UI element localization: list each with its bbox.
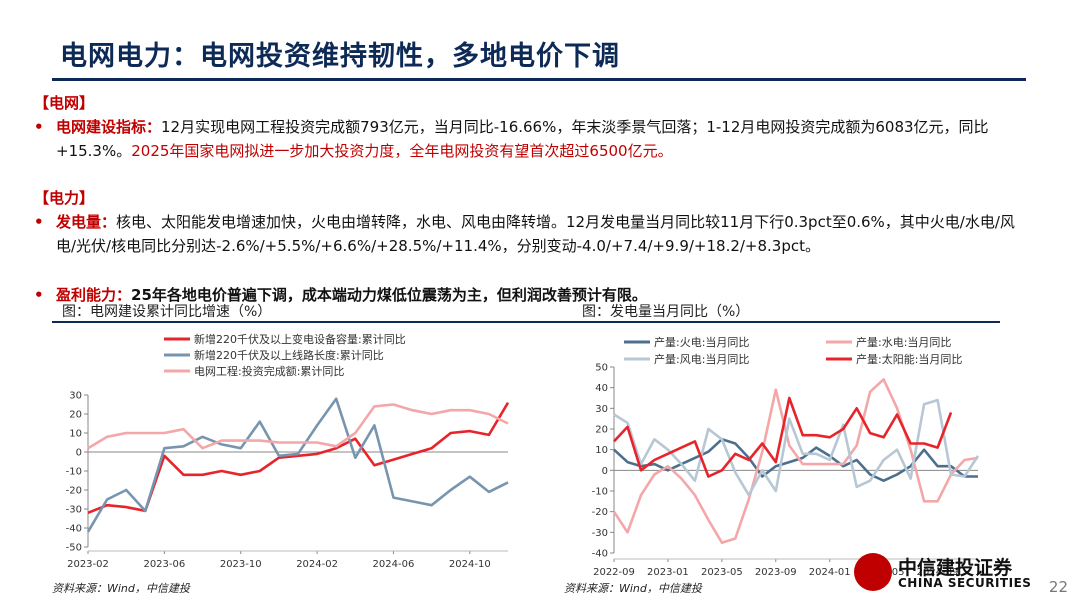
legend-label: 产量:太阳能:当月同比 bbox=[856, 352, 962, 366]
legend-label: 电网工程:投资完成额:累计同比 bbox=[194, 364, 344, 378]
x-tick-label: 2024-09 bbox=[917, 567, 959, 578]
right-source-note: 资料来源：Wind，中信建投 bbox=[564, 582, 702, 595]
logo-english: CHINA SECURITIES bbox=[898, 576, 1032, 590]
bullet-generation: • 发电量：核电、太阳能发电增速加快，火电由增转降，水电、风电由降转增。12月发… bbox=[34, 210, 1034, 258]
y-tick-label: 20 bbox=[69, 410, 82, 421]
legend-label: 产量:火电:当月同比 bbox=[654, 335, 749, 349]
logo-mark-icon bbox=[854, 553, 892, 591]
section-grid-header: 【电网】 bbox=[34, 94, 95, 112]
y-tick-label: -20 bbox=[592, 507, 608, 518]
legend-label: 产量:水电:当月同比 bbox=[856, 335, 951, 349]
x-tick-label: 2022-09 bbox=[593, 567, 635, 578]
bullet-grid-investment: • 电网建设指标：12月实现电网工程投资完成额793亿元，当月同比-16.66%… bbox=[34, 115, 1034, 163]
legend-label: 新增220千伏及以上变电设备容量:累计同比 bbox=[194, 332, 406, 346]
y-tick-label: -30 bbox=[592, 528, 608, 539]
page-number: 22 bbox=[1048, 578, 1068, 596]
y-tick-label: 50 bbox=[595, 363, 608, 374]
x-tick-label: 2023-06 bbox=[143, 559, 185, 570]
y-tick-label: 20 bbox=[595, 425, 608, 436]
y-tick-label: -40 bbox=[66, 524, 82, 535]
x-tick-label: 2023-09 bbox=[755, 567, 797, 578]
series-line-1 bbox=[87, 401, 510, 515]
legend-label: 产量:风电:当月同比 bbox=[654, 352, 749, 366]
y-tick-label: 30 bbox=[69, 391, 82, 402]
left-source-note: 资料来源：Wind，中信建投 bbox=[52, 582, 190, 595]
x-tick-label: 2024-02 bbox=[296, 559, 338, 570]
y-tick-label: -10 bbox=[66, 467, 82, 478]
series-line-3 bbox=[613, 398, 980, 497]
bullet-dot: • bbox=[34, 286, 44, 304]
y-tick-label: -30 bbox=[66, 505, 82, 516]
bullet-key: 发电量： bbox=[56, 213, 117, 231]
bullet-dot: • bbox=[34, 118, 44, 136]
bullet-key: 盈利能力： bbox=[56, 286, 132, 304]
y-tick-label: 10 bbox=[595, 445, 608, 456]
x-tick-label: 2023-10 bbox=[220, 559, 262, 570]
y-tick-label: 0 bbox=[602, 466, 608, 477]
bullet-text: 12月实现电网工程投资完成额793亿元，当月同比-16.66%，年末淡季景气回落… bbox=[56, 118, 989, 160]
bullet-profitability: • 盈利能力：25年各地电价普遍下调，成本端动力煤低位震荡为主，但利润改善预计有… bbox=[34, 283, 1034, 307]
series-line-2 bbox=[612, 378, 979, 544]
grid-investment-chart: 30 20 10 0 -10 -20 -30 -40 -50 2023-02 2023-06 2023… bbox=[66, 332, 510, 570]
y-tick-label: 40 bbox=[595, 383, 608, 394]
series-line-1 bbox=[613, 438, 978, 482]
bullet-text: 核电、太阳能发电增速加快，火电由增转降，水电、风电由降转增。12月发电量当月同比… bbox=[56, 213, 1015, 255]
x-tick-label: 2023-02 bbox=[67, 559, 109, 570]
y-tick-label: 30 bbox=[595, 404, 608, 415]
y-tick-label: 0 bbox=[76, 448, 82, 459]
x-tick-label: 2024-10 bbox=[449, 559, 491, 570]
right-chart-title: 图：发电量当月同比（%） bbox=[582, 304, 750, 320]
x-tick-label: 2023-01 bbox=[647, 567, 689, 578]
title-rule bbox=[52, 78, 1026, 81]
y-tick-label: -20 bbox=[66, 486, 82, 497]
y-tick-label: -10 bbox=[592, 487, 608, 498]
y-tick-label: 10 bbox=[69, 429, 82, 440]
y-tick-label: -40 bbox=[592, 549, 608, 560]
legend-label: 新增220千伏及以上线路长度:累计同比 bbox=[194, 348, 384, 362]
bullet-key: 电网建设指标： bbox=[56, 118, 162, 136]
x-tick-label: 2024-01 bbox=[809, 567, 851, 578]
x-tick-label: 2024-06 bbox=[373, 559, 415, 570]
x-tick-label: 2023-05 bbox=[701, 567, 743, 578]
series-line-4 bbox=[613, 396, 953, 478]
bullet-dot: • bbox=[34, 213, 44, 231]
company-logo: 中信建投证券 CHINA SECURITIES bbox=[852, 551, 1032, 593]
page-title: 电网电力：电网投资维持韧性，多地电价下调 bbox=[60, 41, 620, 72]
series-line-2 bbox=[86, 397, 509, 533]
power-generation-chart: 50 40 30 20 10 0 -10 -20 -30 -40 2022-09 2023-01 202… bbox=[592, 335, 980, 578]
bullet-highlight: 2025年国家电网拟进一步加大投资力度，全年电网投资有望首次超过6500亿元。 bbox=[131, 142, 673, 160]
section-rule bbox=[52, 321, 1000, 323]
left-chart-title: 图：电网建设累计同比增速（%） bbox=[62, 304, 272, 320]
bullet-text: 25年各地电价普遍下调，成本端动力煤低位震荡为主，但利润改善预计有限。 bbox=[131, 286, 647, 304]
y-tick-label: -50 bbox=[66, 543, 82, 554]
logo-chinese: 中信建投证券 bbox=[898, 557, 1013, 579]
section-power-header: 【电力】 bbox=[34, 189, 95, 207]
series-line-3 bbox=[87, 403, 509, 450]
